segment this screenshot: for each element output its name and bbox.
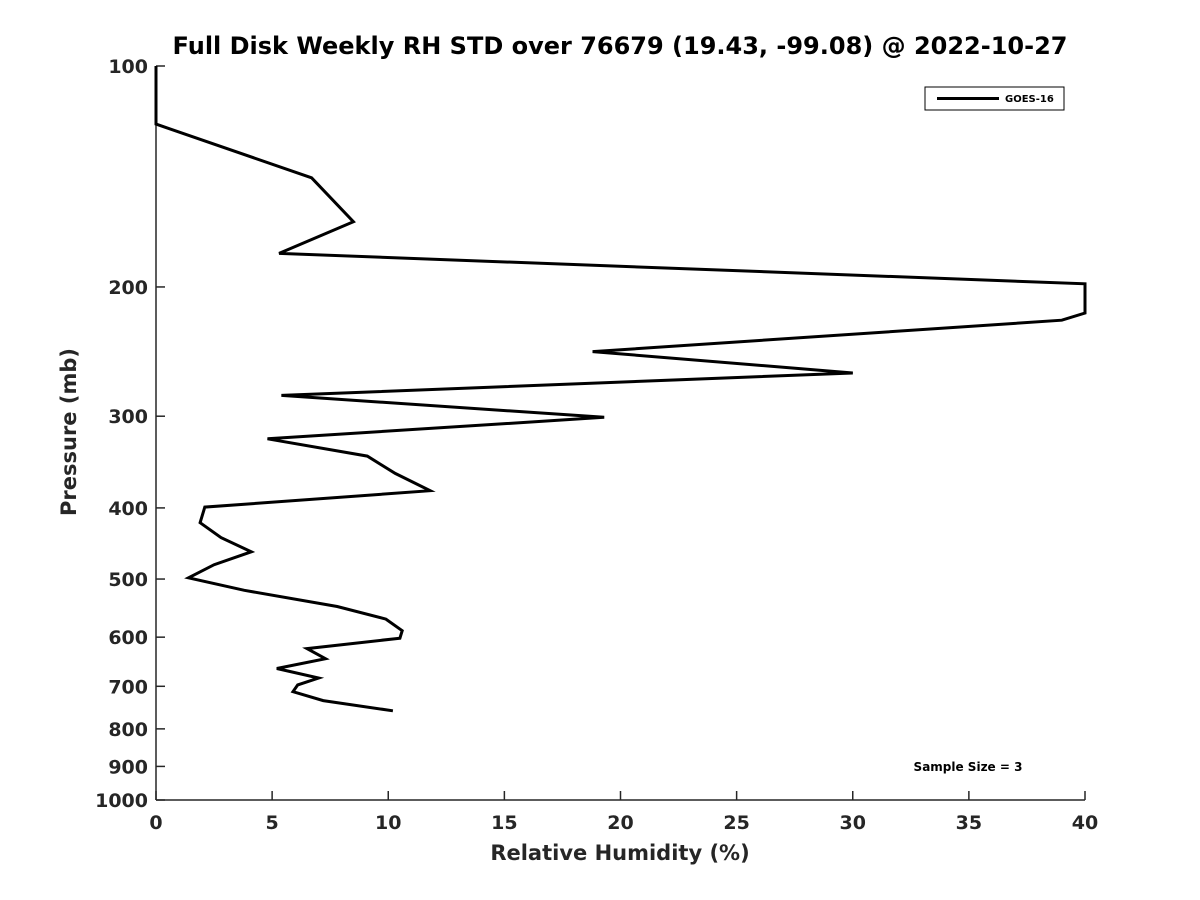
legend: GOES-16: [924, 86, 1065, 111]
x-tick-label: 20: [607, 812, 633, 834]
y-tick-label: 800: [108, 719, 148, 741]
y-axis-label: Pressure (mb): [57, 348, 81, 516]
y-tick-label: 200: [108, 277, 148, 299]
y-tick-label: 700: [108, 676, 148, 698]
chart-title: Full Disk Weekly RH STD over 76679 (19.4…: [173, 32, 1068, 60]
x-axis-label: Relative Humidity (%): [490, 841, 749, 865]
x-tick-label: 40: [1072, 812, 1098, 834]
y-tick-label: 500: [108, 569, 148, 591]
plot-area: 0 5 10 15 20 25 30 35 40 100 200 300 400 500 600 700 800…: [95, 56, 1098, 834]
x-tick-label: 10: [375, 812, 401, 834]
y-tick-label: 600: [108, 627, 148, 649]
x-tick-label: 15: [491, 812, 517, 834]
y-tick-label: 1000: [95, 790, 148, 812]
series-line-goes-16: [154, 66, 1087, 713]
sample-size-annotation: Sample Size = 3: [914, 760, 1023, 774]
x-tick-label: 0: [149, 812, 162, 834]
x-tick-label: 5: [266, 812, 279, 834]
y-tick-label: 100: [108, 56, 148, 78]
y-tick-label: 900: [108, 756, 148, 778]
y-tick-label: 400: [108, 498, 148, 520]
legend-label-goes-16: GOES-16: [1005, 94, 1054, 105]
x-tick-label: 35: [956, 812, 982, 834]
x-tick-label: 30: [840, 812, 866, 834]
y-tick-label: 300: [108, 406, 148, 428]
x-tick-label: 25: [723, 812, 749, 834]
